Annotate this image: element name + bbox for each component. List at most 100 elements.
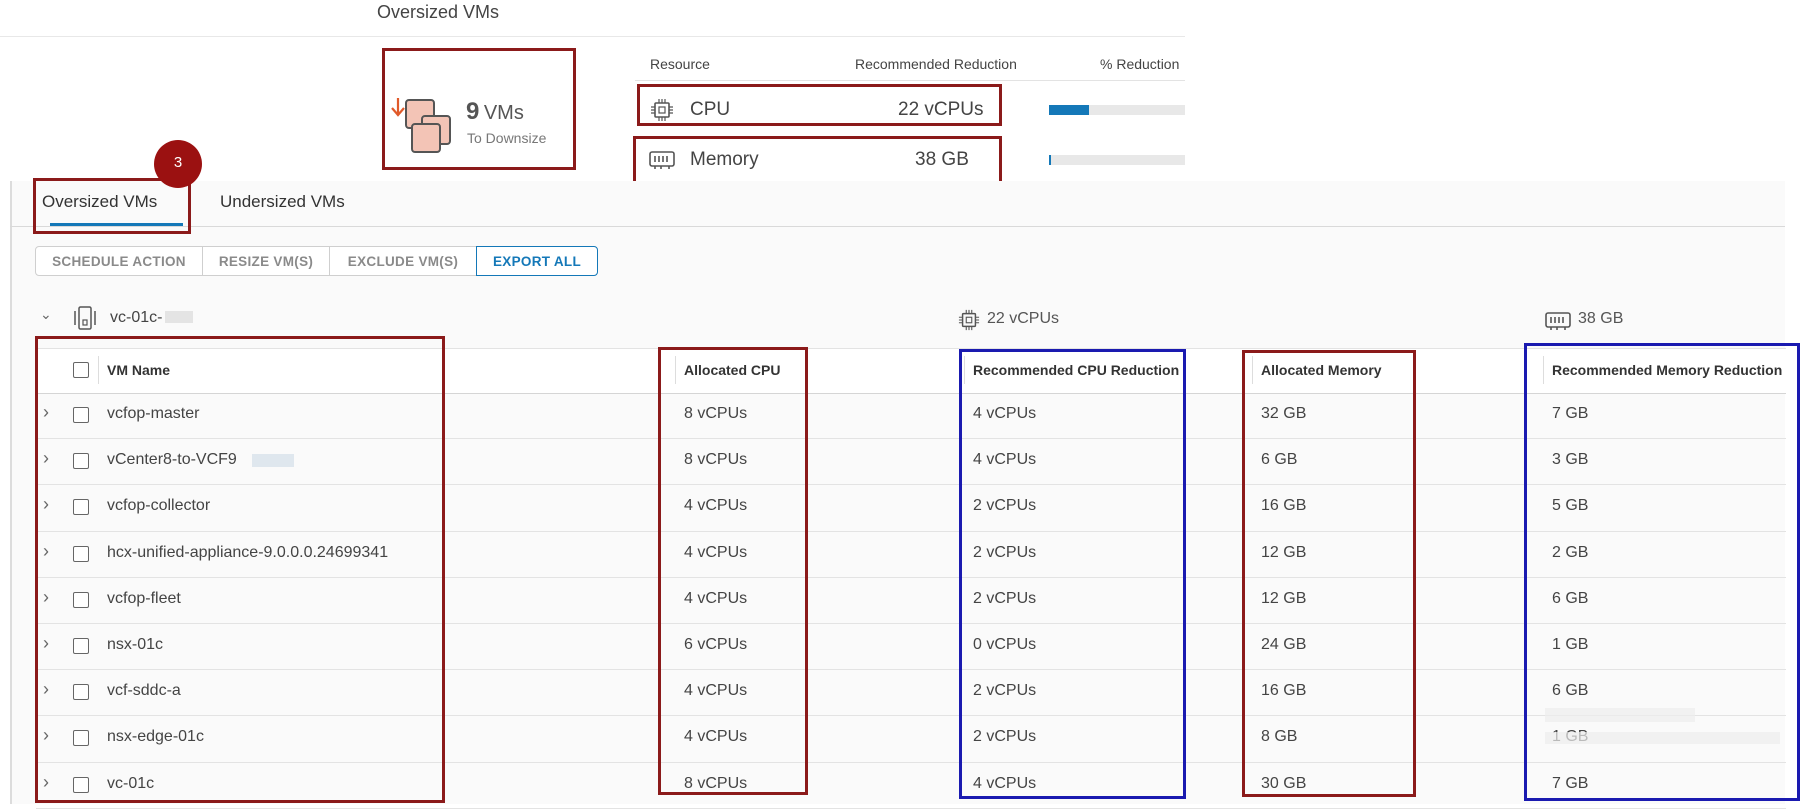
memory-reduction-bar-fill [1049,155,1051,165]
annotation-cpu-box [637,84,1002,126]
memory-icon [648,149,676,171]
allocated-cpu-cell: 4 vCPUs [684,728,748,746]
vm-name-link[interactable]: vCenter8-to-VCF9 [107,451,237,469]
row-expand-chevron-icon[interactable]: › [43,586,49,607]
vcenter-icon [72,305,98,331]
allocated-memory-cell: 12 GB [1261,589,1307,607]
row-expand-chevron-icon[interactable]: › [43,540,49,561]
row-checkbox[interactable] [73,730,89,747]
allocated-memory-cell: 30 GB [1261,774,1307,792]
memory-label: Memory [690,149,759,170]
step-badge: 3 [154,140,202,188]
allocated-cpu-cell: 8 vCPUs [684,451,748,469]
recommended-cpu-cell: 4 vCPUs [973,451,1037,469]
vm-name-link[interactable]: vcf-sddc-a [107,682,181,700]
row-checkbox[interactable] [73,776,89,793]
col-vm-name[interactable]: VM Name [107,362,171,378]
exclude-vms-button[interactable]: EXCLUDE VM(S) [329,246,477,276]
vm-name-link[interactable]: vcfop-master [107,405,200,422]
col-allocated-cpu[interactable]: Allocated CPU [684,362,781,378]
recommended-cpu-cell: 2 vCPUs [973,543,1037,561]
resize-vms-button[interactable]: RESIZE VM(S) [202,246,330,276]
row-checkbox[interactable] [73,499,89,516]
panel-left-edge [10,181,12,804]
col-recommended-memory-reduction[interactable]: Recommended Memory Reduction [1552,362,1783,378]
annotation-vm-name-column [35,336,445,803]
row-divider [36,576,1786,578]
recommended-memory-cell: 1 GB [1552,636,1589,653]
tab-oversized-label: Oversized VMs [42,192,158,211]
row-divider [36,715,1786,717]
row-expand-chevron-icon[interactable]: › [43,771,49,792]
row-checkbox[interactable] [73,545,89,562]
tab-undersized-label: Undersized VMs [220,192,345,211]
annotation-count-box [382,48,576,170]
percent-reduction-header: % Reduction [1100,56,1180,72]
row-expand-chevron-icon[interactable]: › [43,448,49,469]
annotation-recommended-memory-column [1524,343,1800,801]
export-all-button[interactable]: EXPORT ALL [476,246,598,276]
header-separator [1543,356,1544,384]
cpu-label: CPU [690,99,731,120]
row-expand-chevron-icon[interactable]: › [43,679,49,700]
annotation-allocated-memory-column [1242,350,1416,797]
allocated-cpu-cell: 4 vCPUs [684,682,748,700]
vm-name-link[interactable]: hcx-unified-appliance-9.0.0.0.24699341 [107,543,389,561]
col-recommended-cpu-reduction[interactable]: Recommended CPU Reduction [973,362,1180,378]
allocated-cpu-cell: 4 vCPUs [684,543,748,561]
allocated-cpu-cell: 8 vCPUs [684,774,748,792]
cpu-icon [650,98,674,122]
vm-name-link[interactable]: vcfop-fleet [107,589,181,607]
tab-oversized-vms[interactable]: Oversized VMs [42,192,157,226]
recommended-cpu-cell: 4 vCPUs [973,405,1037,422]
row-checkbox[interactable] [73,453,89,470]
group-collapse-chevron-icon[interactable]: ⌄ [40,306,52,322]
vm-name-blurred [252,454,294,468]
row-checkbox[interactable] [73,684,89,701]
vm-name-link[interactable]: nsx-01c [107,636,164,653]
row-checkbox[interactable] [73,407,89,423]
col-allocated-memory[interactable]: Allocated Memory [1261,362,1382,378]
row-divider [36,438,1786,440]
watermark-blur [1545,732,1780,744]
recommended-reduction-header: Recommended Reduction [855,56,1017,72]
downsize-icon [390,96,456,154]
schedule-action-button[interactable]: SCHEDULE ACTION [35,246,203,276]
allocated-memory-cell: 24 GB [1261,636,1307,653]
table-header-row [36,348,1786,394]
recommended-cpu-cell: 2 vCPUs [973,497,1037,515]
vm-name-link[interactable]: vcfop-collector [107,497,211,515]
recommended-cpu-cell: 0 vCPUs [973,636,1037,653]
row-expand-chevron-icon[interactable]: › [43,725,49,746]
row-expand-chevron-icon[interactable]: › [43,633,49,653]
vm-name-link[interactable]: nsx-edge-01c [107,728,204,746]
vm-name-link[interactable]: vc-01c [107,774,155,792]
header-separator [675,356,676,384]
cpu-reduction-value: 22 vCPUs [898,99,984,120]
allocated-cpu-cell: 4 vCPUs [684,497,748,515]
row-checkbox[interactable] [73,638,89,654]
cpu-reduction-bar-fill [1049,105,1089,115]
top-divider [0,36,1185,37]
recommended-memory-cell: 5 GB [1552,497,1589,515]
row-checkbox[interactable] [73,591,89,608]
row-expand-chevron-icon[interactable]: › [43,494,49,515]
allocated-memory-cell: 12 GB [1261,543,1307,561]
row-divider [36,761,1786,763]
memory-reduction-value: 38 GB [915,149,969,170]
row-expand-chevron-icon[interactable]: › [43,402,49,422]
tab-undersized-vms[interactable]: Undersized VMs [220,192,345,226]
summary-divider [635,80,1185,81]
allocated-memory-cell: 32 GB [1261,405,1307,422]
vm-count: 9 [466,98,480,125]
group-memory-total: 38 GB [1578,310,1624,327]
recommended-memory-cell: 7 GB [1552,405,1589,422]
row-divider [36,669,1786,671]
allocated-memory-cell: 8 GB [1261,728,1298,746]
recommended-memory-cell: 3 GB [1552,451,1589,469]
recommended-cpu-cell: 2 vCPUs [973,728,1037,746]
tabs-divider [10,226,1785,227]
select-all-checkbox[interactable] [73,362,89,378]
watermark-blur [1545,708,1695,722]
header-separator [98,356,99,384]
